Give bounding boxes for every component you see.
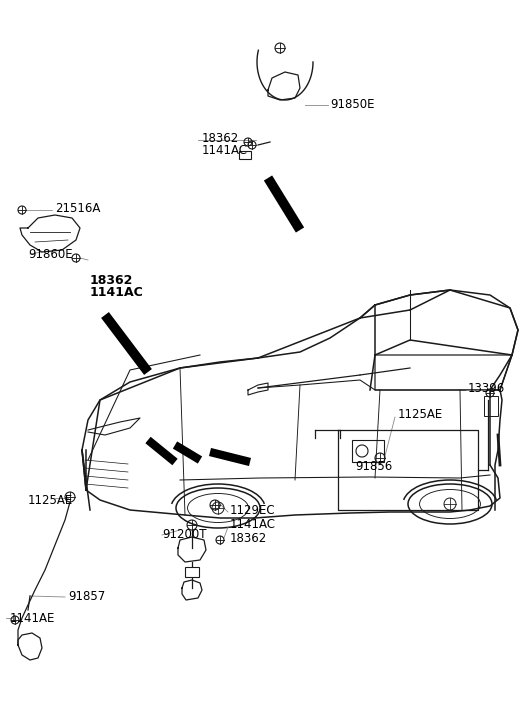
Text: 1141AC: 1141AC — [90, 286, 144, 300]
Bar — [185, 567, 199, 577]
Text: 1141AC: 1141AC — [230, 518, 276, 531]
Text: 18362: 18362 — [230, 531, 267, 545]
Text: 1129EC: 1129EC — [230, 504, 276, 516]
Text: 91856: 91856 — [355, 460, 392, 473]
Text: 13396: 13396 — [468, 382, 505, 395]
Text: 1141AE: 1141AE — [10, 611, 55, 624]
Text: 1141AC: 1141AC — [202, 145, 248, 158]
Text: 91857: 91857 — [68, 590, 105, 603]
Bar — [484, 396, 498, 416]
Bar — [352, 440, 384, 462]
Bar — [239, 151, 251, 159]
Text: 91860E: 91860E — [28, 247, 73, 260]
Text: 1125AE: 1125AE — [28, 494, 73, 507]
Text: 18362: 18362 — [90, 273, 134, 286]
Text: 91200T: 91200T — [162, 529, 206, 542]
Text: 91850E: 91850E — [330, 98, 375, 111]
Text: 1125AE: 1125AE — [398, 409, 443, 422]
Text: 18362: 18362 — [202, 132, 239, 145]
Text: 21516A: 21516A — [55, 201, 101, 214]
